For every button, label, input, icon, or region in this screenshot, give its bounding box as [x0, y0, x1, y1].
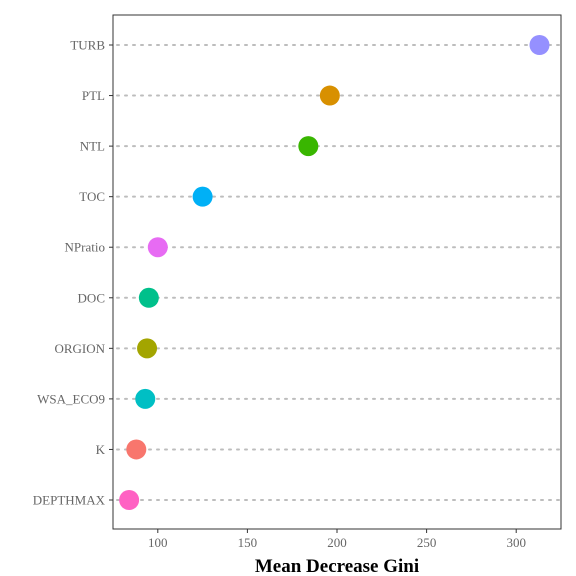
point-toc [192, 186, 213, 207]
x-tick-label-300: 300 [506, 535, 526, 550]
point-depthmax [119, 490, 140, 510]
y-tick-label-depthmax: DEPTHMAX [33, 493, 106, 508]
y-tick-label-npratio: NPratio [65, 240, 105, 255]
point-ptl [319, 85, 340, 106]
y-tick-label-ptl: PTL [82, 88, 105, 103]
data-points [119, 35, 550, 510]
y-tick-labels: DEPTHMAX K WSA_ECO9 ORGION DOC NPratio TOC NTL P… [33, 38, 113, 508]
gridlines [116, 44, 560, 501]
y-tick-label-k: K [96, 442, 106, 457]
point-wsa-eco9 [135, 388, 156, 409]
y-tick-label-orgion: ORGION [54, 341, 105, 356]
y-tick-label-toc: TOC [79, 189, 105, 204]
point-turb [529, 35, 550, 55]
y-tick-label-turb: TURB [70, 38, 105, 53]
point-ntl [298, 136, 319, 157]
x-tick-label-150: 150 [238, 535, 258, 550]
x-tick-label-100: 100 [148, 535, 168, 550]
point-orgion [137, 338, 158, 359]
x-tick-label-200: 200 [327, 535, 347, 550]
y-tick-label-ntl: NTL [80, 139, 105, 154]
y-tick-label-wsa-eco9: WSA_ECO9 [37, 391, 105, 406]
point-k [126, 439, 147, 460]
x-axis-ticks: 100 150 200 250 300 [148, 529, 526, 550]
point-doc [138, 287, 159, 308]
y-tick-label-doc: DOC [78, 290, 105, 305]
point-npratio [147, 237, 168, 258]
x-axis-title: Mean Decrease Gini [255, 556, 419, 576]
x-tick-label-250: 250 [417, 535, 437, 550]
